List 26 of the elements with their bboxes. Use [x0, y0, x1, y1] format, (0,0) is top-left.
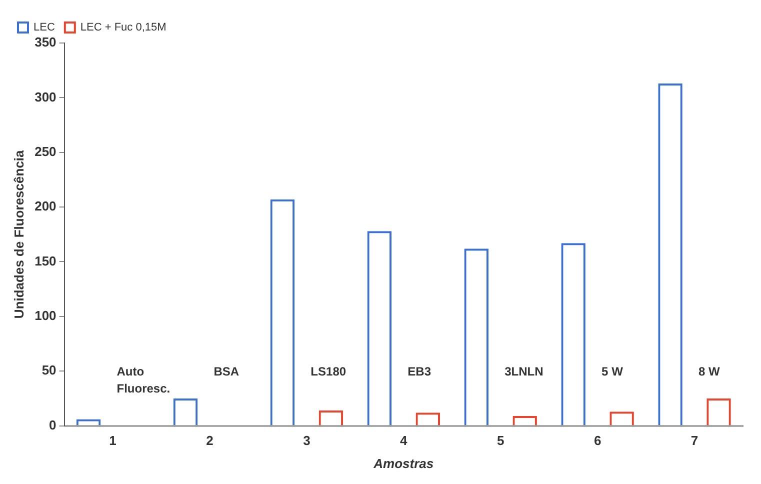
legend-label: LEC — [34, 22, 55, 34]
y-tick-label: 100 — [34, 308, 56, 324]
y-tick-label: 150 — [34, 253, 56, 268]
x-tick-label: 1 — [109, 433, 116, 448]
annotation: 8 W — [698, 364, 721, 379]
annotation: EB3 — [408, 364, 432, 379]
annotation: LS180 — [310, 364, 346, 379]
y-axis-title: Unidades de Fluorescência — [11, 149, 26, 319]
legend-label: LEC + Fuc 0,15M — [80, 22, 166, 34]
x-axis-title: Amostras — [372, 456, 434, 471]
x-tick-label: 3 — [303, 433, 310, 448]
y-tick-label: 50 — [42, 362, 56, 378]
y-tick-label: 250 — [34, 144, 56, 159]
x-tick-label: 2 — [206, 433, 214, 448]
y-tick-label: 350 — [34, 34, 56, 50]
annotation: 5 W — [602, 364, 624, 379]
y-tick-label: 0 — [49, 417, 56, 432]
x-tick-label: 5 — [496, 433, 504, 448]
y-tick-label: 200 — [34, 198, 56, 214]
annotation: BSA — [214, 364, 240, 379]
y-tick-label: 300 — [34, 89, 56, 104]
annotation: 3LNLN — [504, 364, 544, 379]
x-tick-label: 7 — [690, 433, 698, 448]
x-tick-label: 4 — [400, 433, 408, 448]
x-tick-label: 6 — [594, 433, 602, 448]
annotation: Auto Fluoresc. — [116, 364, 170, 396]
